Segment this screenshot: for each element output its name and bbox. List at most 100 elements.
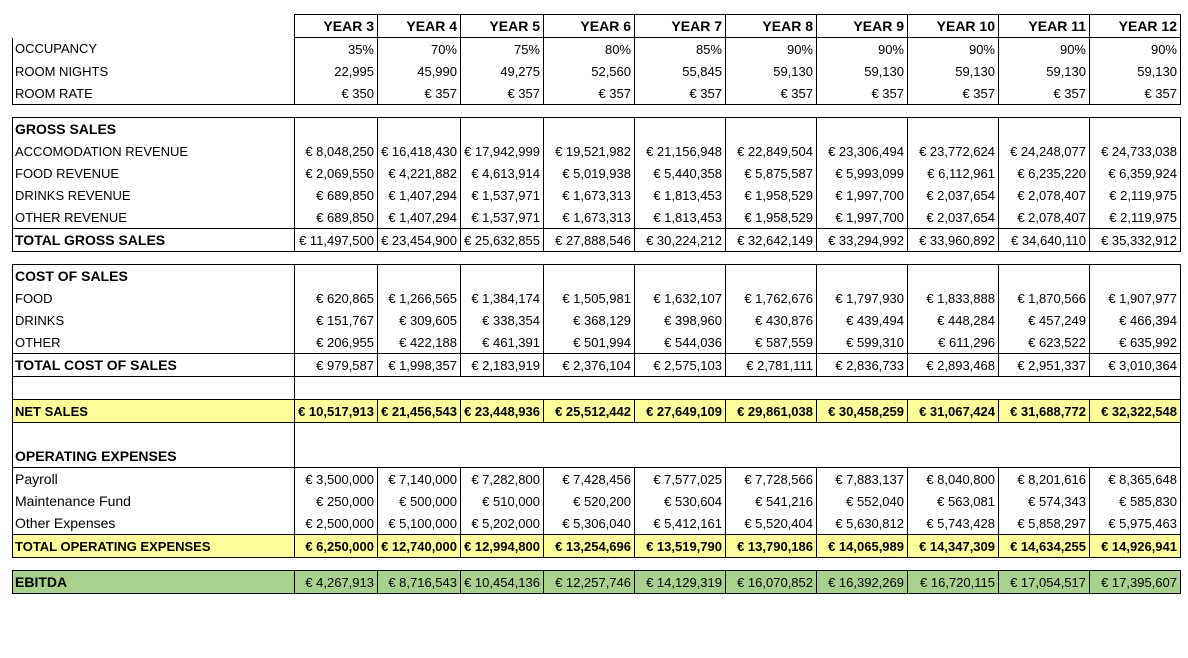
value-cell: € 309,605 (377, 309, 461, 331)
value-cell: € 1,833,888 (907, 287, 999, 309)
value-cell: € 1,407,294 (377, 206, 461, 229)
total-gross-sales-row: TOTAL GROSS SALES € 11,497,500 € 23,454,90… (12, 228, 1181, 252)
year-header: YEAR 8 (725, 14, 817, 38)
total-operating-expenses-row: TOTAL OPERATING EXPENSES € 6,250,000 € 12,… (12, 534, 1181, 558)
blank-cell (12, 422, 295, 445)
value-cell: € 457,249 (998, 309, 1090, 331)
row-label: FOOD (12, 287, 295, 309)
value-cell: € 2,119,975 (1089, 206, 1181, 229)
revenue-row: FOOD REVENUE € 2,069,550 € 4,221,882 € 4,61… (12, 162, 1181, 184)
value-cell: 59,130 (725, 60, 817, 82)
value-cell: € 5,019,938 (543, 162, 635, 184)
cost-of-sales-title-row: COST OF SALES (12, 264, 1181, 287)
value-cell: € 1,673,313 (543, 184, 635, 206)
ebitda-row: EBITDA € 4,267,913 € 8,716,543 € 10,454,136… (12, 570, 1181, 594)
value-cell: € 24,248,077 (998, 140, 1090, 162)
value-cell: € 2,119,975 (1089, 184, 1181, 206)
value-cell: € 635,992 (1089, 331, 1181, 354)
year-header: YEAR 12 (1089, 14, 1181, 38)
revenue-row: ACCOMODATION REVENUE € 8,048,250 € 16,418,… (12, 140, 1181, 162)
value-cell: € 31,067,424 (907, 399, 999, 423)
value-cell: € 357 (377, 82, 461, 105)
blank-cell (907, 264, 999, 287)
row-label: EBITDA (12, 570, 295, 594)
value-cell: € 541,216 (725, 490, 817, 512)
value-cell: € 2,078,407 (998, 206, 1090, 229)
row-label: DRINKS REVENUE (12, 184, 295, 206)
value-cell: € 357 (634, 82, 726, 105)
value-cell: 59,130 (1089, 60, 1181, 82)
value-cell: € 4,267,913 (294, 570, 378, 594)
value-cell: € 689,850 (294, 184, 378, 206)
value-cell: € 1,537,971 (460, 206, 544, 229)
value-cell: € 544,036 (634, 331, 726, 354)
value-cell: € 7,577,025 (634, 467, 726, 490)
value-cell: € 25,512,442 (543, 399, 635, 423)
value-cell: € 6,235,220 (998, 162, 1090, 184)
value-cell: € 27,888,546 (543, 228, 635, 252)
value-cell: € 17,942,999 (460, 140, 544, 162)
value-cell: € 1,384,174 (460, 287, 544, 309)
expense-row: Payroll € 3,500,000 € 7,140,000 € 7,282,800… (12, 467, 1181, 490)
blank-cell (294, 117, 378, 140)
value-cell: € 563,081 (907, 490, 999, 512)
blank-cell (294, 264, 378, 287)
value-cell: € 552,040 (816, 490, 908, 512)
value-cell: € 32,642,149 (725, 228, 817, 252)
value-cell: € 16,392,269 (816, 570, 908, 594)
row-label: Maintenance Fund (12, 490, 295, 512)
cost-row: FOOD € 620,865 € 1,266,565 € 1,384,174 € 1,5… (12, 287, 1181, 309)
value-cell: € 5,993,099 (816, 162, 908, 184)
value-cell: € 27,649,109 (634, 399, 726, 423)
value-cell: € 250,000 (294, 490, 378, 512)
value-cell: € 8,048,250 (294, 140, 378, 162)
value-cell: € 10,454,136 (460, 570, 544, 594)
value-cell: € 7,428,456 (543, 467, 635, 490)
value-cell: € 2,575,103 (634, 353, 726, 377)
value-cell: 85% (634, 37, 726, 60)
year-header: YEAR 9 (816, 14, 908, 38)
financial-projection-table: YEAR 3 YEAR 4 YEAR 5 YEAR 6 YEAR 7 YEAR … (12, 14, 1181, 594)
blank-cell (460, 264, 544, 287)
value-cell: € 357 (543, 82, 635, 105)
row-label: OCCUPANCY (12, 37, 295, 60)
value-cell: € 8,201,616 (998, 467, 1090, 490)
value-cell: € 1,407,294 (377, 184, 461, 206)
value-cell: € 422,188 (377, 331, 461, 354)
year-header: YEAR 10 (907, 14, 999, 38)
net-sales-row: NET SALES € 10,517,913 € 21,456,543 € 23,44… (12, 399, 1181, 423)
value-cell: € 23,772,624 (907, 140, 999, 162)
value-cell: € 5,858,297 (998, 512, 1090, 535)
value-cell: € 8,365,648 (1089, 467, 1181, 490)
value-cell: € 530,604 (634, 490, 726, 512)
spacer-row (13, 105, 1181, 118)
value-cell: € 6,112,961 (907, 162, 999, 184)
value-cell: 49,275 (460, 60, 544, 82)
value-cell: € 6,250,000 (294, 534, 378, 558)
blank-cell (634, 117, 726, 140)
value-cell: € 338,354 (460, 309, 544, 331)
row-label: ROOM NIGHTS (12, 60, 295, 82)
blank-cell (543, 264, 635, 287)
value-cell: € 30,224,212 (634, 228, 726, 252)
value-cell: € 35,332,912 (1089, 228, 1181, 252)
value-cell: € 1,813,453 (634, 184, 726, 206)
value-cell: € 22,849,504 (725, 140, 817, 162)
value-cell: € 574,343 (998, 490, 1090, 512)
value-cell: € 1,537,971 (460, 184, 544, 206)
value-cell: € 21,156,948 (634, 140, 726, 162)
value-cell: € 461,391 (460, 331, 544, 354)
section-title: GROSS SALES (12, 117, 295, 140)
year-header: YEAR 6 (543, 14, 635, 38)
blank-cell (907, 117, 999, 140)
value-cell: € 10,517,913 (294, 399, 378, 423)
value-cell: € 7,140,000 (377, 467, 461, 490)
value-cell: € 5,440,358 (634, 162, 726, 184)
value-cell: € 520,200 (543, 490, 635, 512)
blank-cell (294, 422, 1181, 445)
total-cost-of-sales-row: TOTAL COST OF SALES € 979,587 € 1,998,357 €… (12, 353, 1181, 377)
value-cell: € 350 (294, 82, 378, 105)
value-cell: € 623,522 (998, 331, 1090, 354)
value-cell: € 357 (816, 82, 908, 105)
value-cell: € 32,322,548 (1089, 399, 1181, 423)
